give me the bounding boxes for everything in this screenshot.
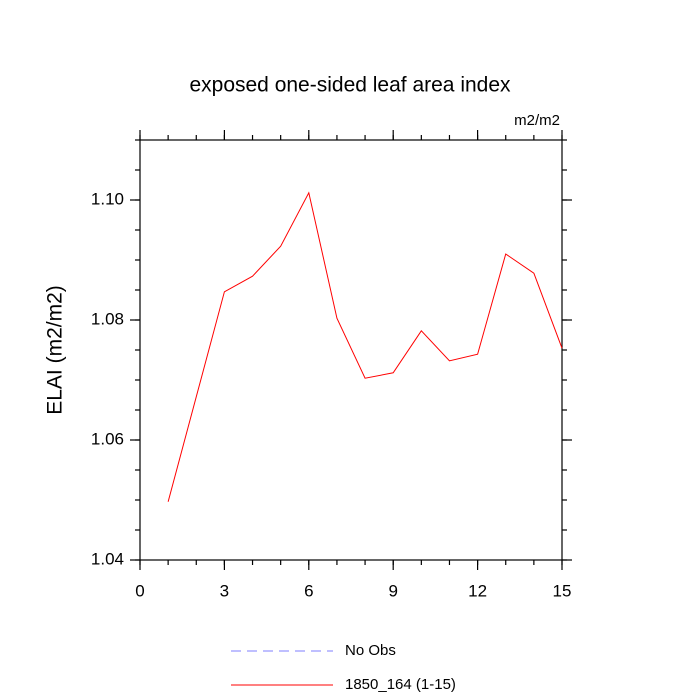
x-tick-label: 9 [388, 581, 397, 600]
y-tick-label: 1.06 [91, 429, 124, 448]
legend-label: 1850_164 (1-15) [345, 676, 456, 693]
chart-title: exposed one-sided leaf area index [189, 74, 511, 97]
x-tick-label: 6 [304, 581, 313, 600]
data-line [167, 191, 563, 502]
plot-frame [139, 139, 563, 561]
y-tick-label: 1.10 [91, 189, 124, 208]
y-axis-label: ELAI (m2/m2) [44, 285, 67, 415]
legend-label: No Obs [345, 642, 396, 659]
x-tick-label: 15 [553, 581, 572, 600]
x-tick-label: 12 [468, 581, 487, 600]
x-tick-label: 0 [135, 581, 144, 600]
units-label: m2/m2 [514, 112, 560, 129]
y-tick-label: 1.04 [91, 549, 124, 568]
y-tick-label: 1.08 [91, 309, 124, 328]
x-tick-label: 3 [220, 581, 229, 600]
